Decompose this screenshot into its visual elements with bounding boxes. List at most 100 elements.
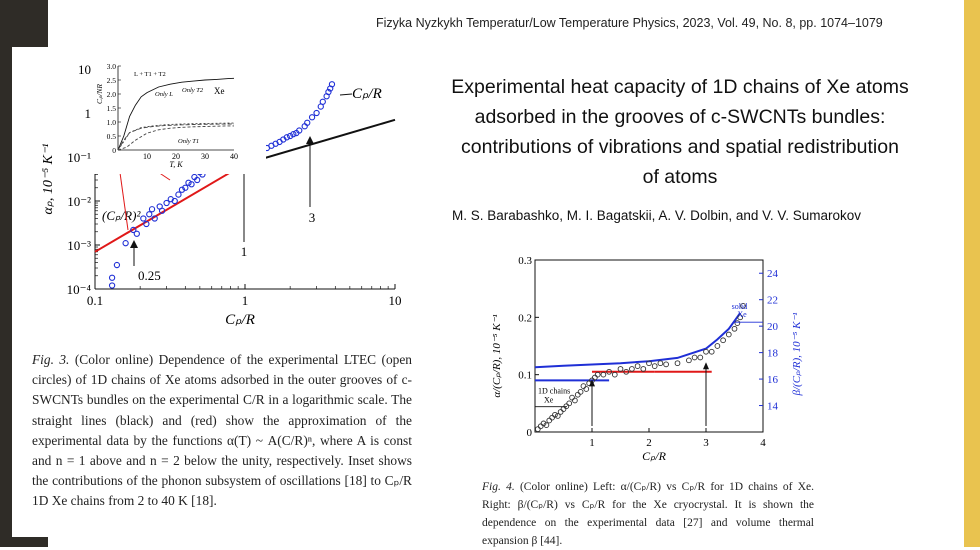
data-point (108, 282, 116, 289)
data-point (697, 354, 704, 361)
journal-header: Fizyka Nyzkykh Temperatur/Low Temperatur… (376, 16, 883, 30)
data-point (552, 411, 558, 418)
data-point (537, 423, 544, 430)
data-point (151, 215, 158, 222)
data-point (158, 207, 166, 214)
data-point (108, 274, 116, 281)
data-point (583, 386, 590, 392)
data-point (574, 391, 581, 398)
cp2-label: (Cₚ/R)² (102, 208, 141, 223)
data-point (577, 389, 584, 395)
data-point (651, 363, 658, 369)
inset-curve (117, 123, 234, 151)
data-point (663, 361, 669, 368)
inset-y-axis-label: Cₚ/NR (95, 84, 104, 104)
data-point (130, 226, 137, 234)
data-point (691, 354, 698, 361)
y2-axis-label: β/(Cₚ/R), 10⁻⁵ K⁻¹ (791, 312, 803, 396)
data-point (122, 240, 129, 247)
inset-y-tick-label: 2.0 (107, 90, 117, 99)
y2-tick-label: 14 (767, 401, 779, 413)
data-point (283, 134, 290, 141)
data-point (734, 320, 741, 326)
data-point (182, 184, 189, 191)
data-point (140, 215, 147, 222)
figure-4-caption-label: Fig. 4. (482, 481, 515, 493)
cp-label: Cₚ/R (352, 86, 382, 102)
x-tick-label: 3 (703, 437, 709, 449)
y-tick-label: 0 (527, 427, 533, 439)
y2-tick-label: 20 (767, 321, 779, 333)
inset-curve (117, 77, 235, 151)
x-tick-label: 1 (589, 437, 595, 449)
y-tick-label: 10⁻¹ (67, 150, 91, 165)
data-point (737, 314, 744, 321)
title-line: adsorbed in the grooves of c-SWCNTs bund… (474, 106, 886, 128)
paper-authors: M. S. Barabashko, M. I. Bagatskii, A. V.… (452, 208, 861, 223)
inset-background (94, 62, 266, 174)
data-point (328, 81, 336, 88)
arrow-1-label: 1 (241, 244, 248, 259)
inset-y-tick-label: 0 (112, 146, 116, 155)
data-point (611, 371, 618, 378)
inset-curve (117, 122, 234, 151)
title-line: of atoms (642, 166, 718, 188)
data-point (686, 357, 692, 364)
inset-x-axis-label: T, K (169, 160, 183, 169)
solid-xe-line (534, 312, 742, 369)
inset-label-xe: Xe (214, 86, 225, 96)
title-line: contributions of vibrations and spatial … (461, 136, 899, 158)
data-point (185, 179, 192, 186)
data-point (194, 176, 201, 184)
data-point (557, 409, 564, 415)
data-point (629, 366, 635, 372)
data-point (308, 114, 316, 121)
data-point (287, 132, 294, 140)
y-tick-label: 10⁻³ (67, 238, 91, 253)
figure-4-caption: Fig. 4. (Color online) Left: α/(Cₚ/R) vs… (482, 478, 814, 550)
figure-3-caption: Fig. 3. (Color online) Dependence of the… (32, 350, 412, 512)
arrow-025-head (130, 240, 138, 248)
label-xe: Xe (544, 396, 554, 405)
data-point (740, 303, 746, 309)
data-point (554, 413, 561, 419)
data-point (133, 230, 140, 237)
x-tick-label: 4 (760, 437, 766, 449)
data-point (325, 88, 332, 96)
inset-x-tick-label: 40 (230, 152, 238, 161)
inset-y-tick-label: 0.5 (107, 132, 117, 141)
data-point (623, 368, 630, 375)
y-axis-label: α/(Cₚ/R), 10⁻⁵ K⁻¹ (491, 314, 503, 397)
x-axis-label: Cₚ/R (642, 449, 666, 463)
data-point (563, 403, 570, 410)
black-fit-line (244, 118, 396, 165)
arrow-3-head (306, 136, 314, 144)
data-point (175, 191, 182, 198)
red-fit-line (94, 162, 246, 253)
data-point (714, 343, 721, 349)
data-point (720, 337, 726, 344)
y-tick-label: 1 (85, 106, 92, 121)
data-point (290, 131, 297, 138)
inset-label-only-l: Only L (155, 91, 173, 98)
y-tick-label: 0.1 (518, 370, 532, 382)
data-point (546, 417, 553, 424)
inset-curve (117, 125, 234, 151)
y-tick-label: 0.2 (518, 312, 532, 324)
y-tick-label: 10⁻⁴ (67, 282, 92, 297)
data-point (163, 199, 170, 207)
data-point (566, 400, 573, 407)
plot-frame (534, 259, 764, 433)
data-point (543, 422, 550, 428)
arrow-3-head (703, 362, 709, 370)
y2-tick-label: 18 (767, 348, 779, 360)
data-point (703, 348, 709, 355)
data-point (304, 119, 311, 126)
cp-label-leader (339, 93, 353, 96)
data-point (540, 420, 547, 427)
data-point (113, 261, 121, 269)
inset-y-tick-label: 1.0 (107, 118, 117, 127)
data-point (640, 366, 647, 372)
data-point (646, 360, 652, 367)
